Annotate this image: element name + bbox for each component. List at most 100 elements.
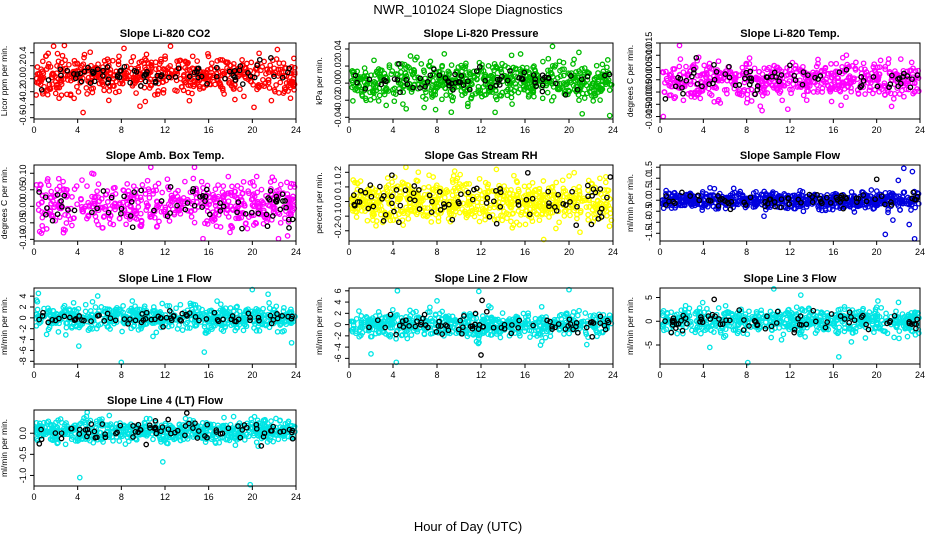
data-point (525, 93, 532, 100)
data-point (231, 188, 238, 195)
data-point (191, 69, 198, 76)
x-tick-label: 8 (434, 125, 439, 135)
y-tick-label: -6 (18, 346, 28, 354)
data-point (597, 97, 603, 103)
data-point (230, 72, 237, 79)
data-point (240, 178, 247, 185)
data-point (175, 187, 181, 194)
data-point (424, 78, 431, 85)
data-point (828, 98, 835, 105)
data-point (90, 70, 97, 77)
data-point (55, 329, 62, 335)
data-point (717, 69, 723, 76)
data-point (107, 220, 114, 227)
data-point (680, 90, 686, 97)
data-point (58, 72, 64, 79)
data-point (84, 91, 90, 97)
data-point (241, 202, 248, 209)
data-point (152, 79, 159, 86)
data-point (460, 82, 467, 88)
y-tick-label: 0.4 (18, 46, 28, 59)
data-point (407, 53, 414, 59)
data-point (405, 215, 412, 222)
data-point (422, 86, 428, 93)
data-point (908, 67, 915, 74)
chart-title: Slope Sample Flow (740, 150, 841, 162)
data-point (607, 210, 614, 217)
x-tick-label: 12 (160, 247, 170, 257)
data-point (539, 95, 546, 102)
y-tick-label: -0.02 (333, 90, 343, 111)
data-point (191, 164, 198, 171)
data-point (846, 73, 853, 79)
data-point (263, 70, 269, 77)
x-tick-label: 0 (346, 247, 351, 257)
data-point (240, 327, 247, 334)
data-point (778, 72, 785, 78)
data-point (891, 90, 898, 97)
data-point (166, 74, 172, 81)
data-point (56, 95, 62, 102)
data-point (530, 72, 537, 78)
data-point (748, 86, 755, 93)
data-point (754, 83, 761, 89)
data-point (74, 71, 81, 77)
data-point (498, 92, 505, 99)
data-points (33, 286, 298, 366)
data-point (71, 71, 77, 77)
data-point (189, 53, 196, 60)
data-point (815, 56, 821, 63)
data-point (496, 82, 503, 88)
data-points (348, 286, 615, 366)
data-point (603, 173, 609, 180)
data-point (471, 68, 477, 75)
data-point (121, 45, 127, 52)
data-point (115, 61, 122, 68)
data-point (230, 64, 237, 71)
data-point (418, 61, 425, 67)
data-point (908, 207, 914, 213)
data-point (693, 54, 700, 61)
x-tick-label: 8 (744, 125, 749, 135)
y-tick-label: 0.1 (333, 181, 343, 194)
data-point (499, 217, 506, 224)
data-point (34, 79, 41, 86)
data-point (806, 83, 813, 89)
data-point (475, 83, 482, 90)
data-point (866, 87, 873, 94)
data-point (74, 61, 80, 67)
data-point (428, 90, 435, 97)
data-point (153, 329, 160, 336)
data-point (436, 72, 443, 79)
data-point (265, 79, 272, 86)
data-point (483, 91, 489, 98)
data-point (870, 74, 877, 80)
data-point (239, 225, 245, 232)
data-point (907, 84, 914, 91)
data-point (524, 169, 531, 176)
data-point (214, 58, 221, 64)
data-point (852, 67, 859, 73)
x-tick-label: 4 (390, 247, 395, 257)
data-point (694, 87, 701, 94)
data-point (871, 67, 878, 74)
data-point (94, 188, 100, 195)
data-point (890, 95, 897, 102)
y-tick-label: 0.02 (333, 57, 343, 75)
data-point (511, 172, 517, 179)
data-point (553, 225, 559, 232)
data-point (429, 94, 435, 100)
data-point (393, 71, 400, 77)
data-point (291, 64, 298, 71)
data-point (792, 62, 799, 69)
data-point (573, 222, 580, 229)
data-point (423, 89, 429, 95)
data-point (186, 66, 193, 73)
data-point (813, 63, 820, 70)
y-tick-label: 0.0 (333, 195, 343, 208)
data-point (508, 90, 515, 96)
data-point (378, 81, 385, 88)
data-point (711, 185, 718, 192)
data-point (779, 97, 786, 104)
